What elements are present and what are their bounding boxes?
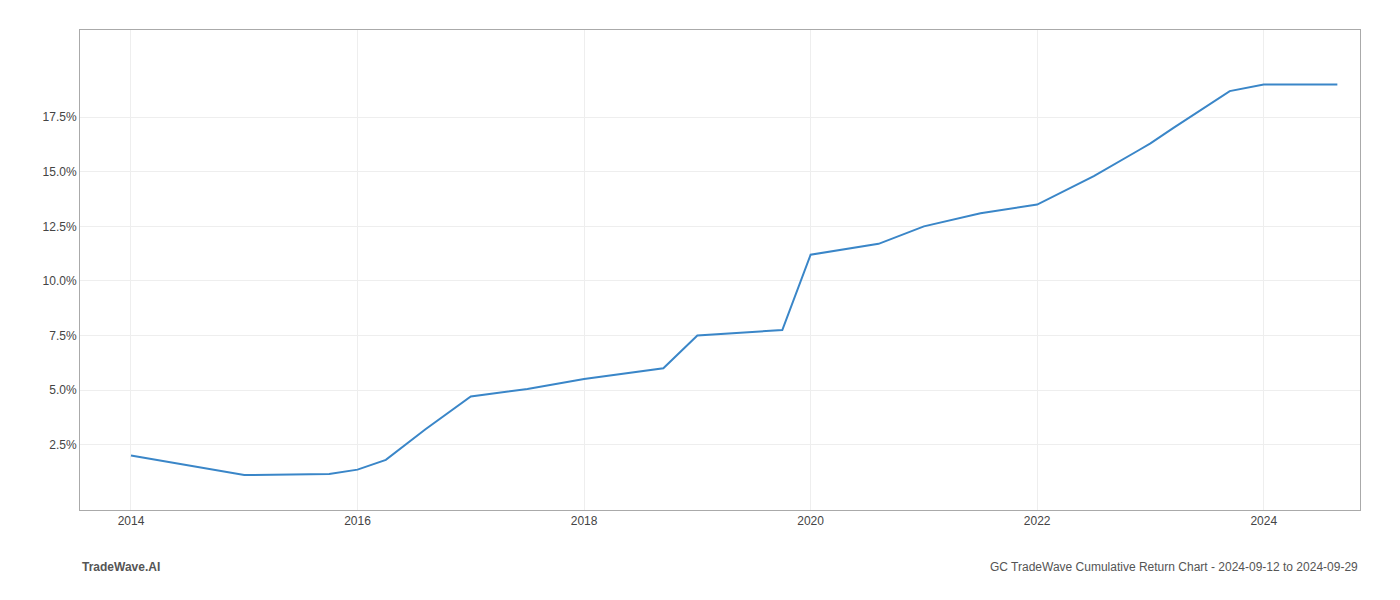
- svg-text:7.5%: 7.5%: [49, 329, 77, 343]
- svg-text:2024: 2024: [1250, 514, 1277, 528]
- svg-text:2020: 2020: [797, 514, 824, 528]
- svg-text:15.0%: 15.0%: [43, 165, 77, 179]
- svg-text:GC TradeWave Cumulative Return: GC TradeWave Cumulative Return Chart - 2…: [990, 560, 1358, 574]
- svg-text:2014: 2014: [118, 514, 145, 528]
- svg-text:5.0%: 5.0%: [49, 383, 77, 397]
- svg-text:2.5%: 2.5%: [49, 438, 77, 452]
- svg-text:17.5%: 17.5%: [43, 110, 77, 124]
- svg-text:2016: 2016: [344, 514, 371, 528]
- svg-text:10.0%: 10.0%: [43, 274, 77, 288]
- svg-text:2022: 2022: [1024, 514, 1051, 528]
- svg-text:TradeWave.AI: TradeWave.AI: [82, 560, 160, 574]
- svg-text:2018: 2018: [571, 514, 598, 528]
- svg-text:12.5%: 12.5%: [43, 220, 77, 234]
